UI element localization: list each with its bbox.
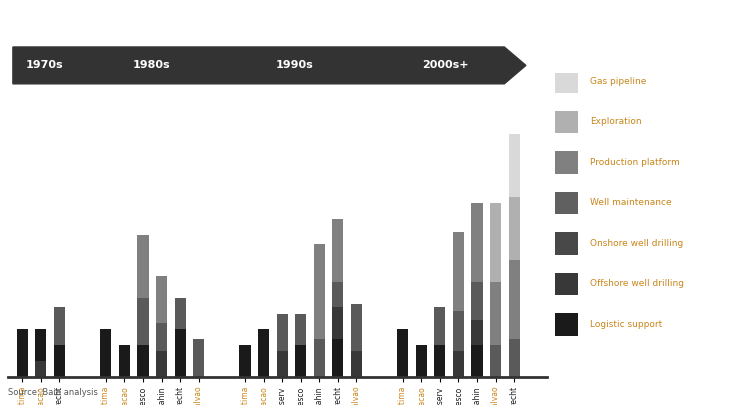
Bar bbox=[296, 313, 306, 345]
Bar bbox=[472, 345, 482, 377]
Bar bbox=[156, 276, 167, 323]
Bar bbox=[156, 352, 167, 377]
Bar bbox=[175, 298, 186, 329]
Text: Onshore well drilling: Onshore well drilling bbox=[590, 239, 683, 248]
Bar bbox=[416, 345, 427, 377]
Bar bbox=[509, 339, 520, 377]
Bar bbox=[332, 282, 344, 307]
Bar bbox=[332, 307, 344, 339]
Bar bbox=[314, 339, 325, 377]
Bar bbox=[398, 329, 408, 377]
Text: Offshore well drilling: Offshore well drilling bbox=[590, 279, 684, 288]
Bar bbox=[490, 282, 501, 345]
Bar bbox=[35, 329, 46, 361]
Text: Exploration: Exploration bbox=[590, 117, 642, 126]
Bar bbox=[314, 244, 325, 339]
Text: Source: Bain analysis: Source: Bain analysis bbox=[8, 388, 98, 397]
Bar bbox=[54, 307, 65, 345]
FancyBboxPatch shape bbox=[555, 232, 578, 255]
Bar bbox=[351, 352, 362, 377]
Bar bbox=[434, 307, 445, 345]
Bar bbox=[277, 352, 288, 377]
Bar bbox=[137, 235, 148, 298]
Bar bbox=[296, 345, 306, 377]
Bar bbox=[332, 339, 344, 377]
Bar bbox=[453, 311, 464, 352]
Bar bbox=[434, 345, 445, 377]
Bar bbox=[258, 329, 269, 377]
Bar bbox=[35, 361, 46, 377]
Bar bbox=[453, 232, 464, 311]
Bar bbox=[453, 352, 464, 377]
FancyBboxPatch shape bbox=[555, 273, 578, 295]
Text: 1980s: 1980s bbox=[133, 60, 171, 70]
FancyBboxPatch shape bbox=[555, 111, 578, 133]
FancyBboxPatch shape bbox=[555, 313, 578, 336]
Text: Gas pipeline: Gas pipeline bbox=[590, 77, 646, 86]
FancyBboxPatch shape bbox=[555, 192, 578, 214]
Text: 1990s: 1990s bbox=[275, 60, 314, 70]
Bar bbox=[239, 345, 250, 377]
Bar bbox=[472, 320, 482, 345]
Bar bbox=[472, 203, 482, 282]
Text: 2000s+: 2000s+ bbox=[422, 60, 469, 70]
Bar bbox=[351, 304, 362, 352]
FancyBboxPatch shape bbox=[555, 70, 578, 93]
Bar bbox=[175, 329, 186, 377]
Bar bbox=[118, 345, 130, 377]
FancyArrow shape bbox=[13, 47, 526, 84]
Bar bbox=[193, 339, 204, 377]
Bar bbox=[509, 134, 520, 197]
Bar bbox=[100, 329, 112, 377]
Text: Well maintenance: Well maintenance bbox=[590, 198, 672, 207]
Text: Logistic support: Logistic support bbox=[590, 320, 662, 329]
Bar bbox=[472, 282, 482, 320]
Bar bbox=[509, 197, 520, 260]
Text: Production platform: Production platform bbox=[590, 158, 680, 167]
Bar bbox=[54, 345, 65, 377]
FancyBboxPatch shape bbox=[555, 151, 578, 174]
Bar bbox=[137, 298, 148, 345]
Bar bbox=[332, 219, 344, 282]
Bar bbox=[16, 329, 28, 377]
Bar bbox=[509, 260, 520, 339]
Bar bbox=[490, 203, 501, 282]
Bar bbox=[137, 345, 148, 377]
Bar bbox=[277, 313, 288, 352]
Bar bbox=[490, 345, 501, 377]
Text: 1970s: 1970s bbox=[26, 60, 64, 70]
Bar bbox=[156, 323, 167, 352]
